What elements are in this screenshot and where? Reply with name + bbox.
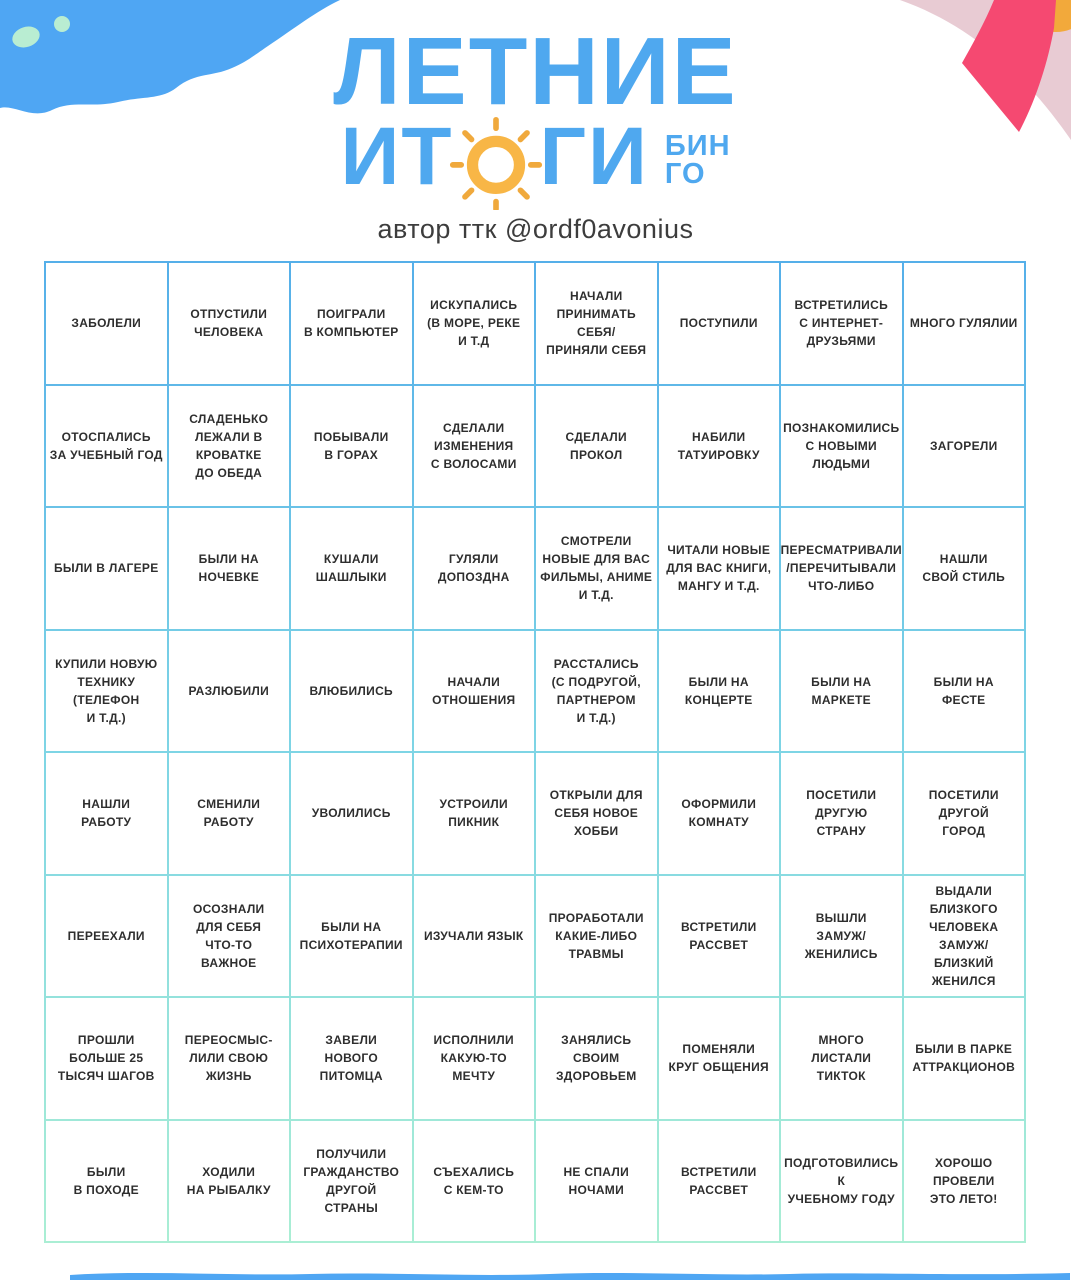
bingo-cell[interactable]: ПОЗНАКОМИЛИСЬ С НОВЫМИ ЛЮДЬМИ xyxy=(781,385,902,506)
bingo-cell[interactable]: НАБИЛИ ТАТУИРОВКУ xyxy=(658,385,779,506)
bingo-cell[interactable]: ИСКУПАЛИСЬ (В МОРЕ, РЕКЕ И Т.Д xyxy=(413,263,534,384)
bingo-cell[interactable]: МНОГО ЛИСТАЛИ ТИКТОК xyxy=(781,998,902,1119)
bingo-cell[interactable]: УВОЛИЛИСЬ xyxy=(291,753,412,874)
bingo-cell[interactable]: СМОТРЕЛИ НОВЫЕ ДЛЯ ВАС ФИЛЬМЫ, АНИМЕ И Т… xyxy=(536,508,657,629)
bingo-cell[interactable]: ПОИГРАЛИ В КОМПЬЮТЕР xyxy=(291,263,412,384)
bingo-cell[interactable]: СЛАДЕНЬКО ЛЕЖАЛИ В КРОВАТКЕ ДО ОБЕДА xyxy=(168,385,289,506)
bingo-cell[interactable]: ХОРОШО ПРОВЕЛИ ЭТО ЛЕТО! xyxy=(903,1120,1024,1241)
bingo-cell[interactable]: ВЛЮБИЛИСЬ xyxy=(291,630,412,751)
bingo-cell[interactable]: БЫЛИ В ПАРКЕ АТТРАКЦИОНОВ xyxy=(903,998,1024,1119)
bingo-cell[interactable]: ПЕРЕОСМЫС- ЛИЛИ СВОЮ ЖИЗНЬ xyxy=(168,998,289,1119)
bingo-cell[interactable]: ПЕРЕСМАТРИВАЛИ /ПЕРЕЧИТЫВАЛИ ЧТО-ЛИБО xyxy=(781,508,902,629)
bingo-cell[interactable]: НЕ СПАЛИ НОЧАМИ xyxy=(536,1120,657,1241)
bingo-cell[interactable]: НАШЛИ СВОЙ СТИЛЬ xyxy=(903,508,1024,629)
bingo-cell[interactable]: КУШАЛИ ШАШЛЫКИ xyxy=(291,508,412,629)
bingo-label: БИН ГО xyxy=(664,130,731,190)
bingo-cell[interactable]: СДЕЛАЛИ ПРОКОЛ xyxy=(536,385,657,506)
bingo-cell[interactable]: ЗАБОЛЕЛИ xyxy=(46,263,167,384)
bingo-label-bottom: ГО xyxy=(664,158,706,190)
bingo-cell[interactable]: ЗАНЯЛИСЬ СВОИМ ЗДОРОВЬЕМ xyxy=(536,998,657,1119)
bingo-label-top: БИН xyxy=(664,130,731,163)
header: ЛЕТНИЕ ИТ ГИ БИН ГО xyxy=(0,24,1071,245)
bingo-cell[interactable]: ЗАГОРЕЛИ xyxy=(903,385,1024,506)
bingo-cell[interactable]: ХОДИЛИ НА РЫБАЛКУ xyxy=(168,1120,289,1241)
bingo-cell[interactable]: ЗАВЕЛИ НОВОГО ПИТОМЦА xyxy=(291,998,412,1119)
bingo-cell[interactable]: СДЕЛАЛИ ИЗМЕНЕНИЯ С ВОЛОСАМИ xyxy=(413,385,534,506)
bingo-cell[interactable]: ВЫШЛИ ЗАМУЖ/ ЖЕНИЛИСЬ xyxy=(781,875,902,996)
bingo-cell[interactable]: СМЕНИЛИ РАБОТУ xyxy=(168,753,289,874)
author-credit: автор ттк @ordf0avonius xyxy=(377,214,694,244)
bingo-cell[interactable]: БЫЛИ НА КОНЦЕРТЕ xyxy=(658,630,779,751)
page-title-line2-right: ГИ xyxy=(539,111,649,202)
bingo-grid: ЗАБОЛЕЛИ ОТПУСТИЛИ ЧЕЛОВЕКА ПОИГРАЛИ В КОМ… xyxy=(44,261,1026,1243)
page-title-line2: ИТ ГИ БИН ГО xyxy=(0,110,1071,210)
bingo-cell[interactable]: МНОГО ГУЛЯЛИИ xyxy=(903,263,1024,384)
bingo-cell[interactable]: ОФОРМИЛИ КОМНАТУ xyxy=(658,753,779,874)
bingo-cell[interactable]: НАШЛИ РАБОТУ xyxy=(46,753,167,874)
bingo-cell[interactable]: ПОСЕТИЛИ ДРУГУЮ СТРАНУ xyxy=(781,753,902,874)
bingo-cell[interactable]: ПЕРЕЕХАЛИ xyxy=(46,875,167,996)
sun-icon xyxy=(450,116,543,210)
bingo-cell[interactable]: ОСОЗНАЛИ ДЛЯ СЕБЯ ЧТО-ТО ВАЖНОЕ xyxy=(168,875,289,996)
bingo-cell[interactable]: ЧИТАЛИ НОВЫЕ ДЛЯ ВАС КНИГИ, МАНГУ И Т.Д. xyxy=(658,508,779,629)
bingo-cell[interactable]: ПОМЕНЯЛИ КРУГ ОБЩЕНИЯ xyxy=(658,998,779,1119)
bingo-cell[interactable]: ИЗУЧАЛИ ЯЗЫК xyxy=(413,875,534,996)
bingo-cell[interactable]: ОТКРЫЛИ ДЛЯ СЕБЯ НОВОЕ ХОББИ xyxy=(536,753,657,874)
bingo-cell[interactable]: УСТРОИЛИ ПИКНИК xyxy=(413,753,534,874)
bingo-cell[interactable]: ПОБЫВАЛИ В ГОРАХ xyxy=(291,385,412,506)
bingo-cell[interactable]: ПОСТУПИЛИ xyxy=(658,263,779,384)
page-title-line2-left: ИТ xyxy=(340,111,454,202)
bingo-cell[interactable]: ВСТРЕТИЛИСЬ С ИНТЕРНЕТ- ДРУЗЬЯМИ xyxy=(781,263,902,384)
bingo-cell[interactable]: ОТОСПАЛИСЬ ЗА УЧЕБНЫЙ ГОД xyxy=(46,385,167,506)
bingo-cell[interactable]: ПРОШЛИ БОЛЬШЕ 25 ТЫСЯЧ ШАГОВ xyxy=(46,998,167,1119)
bingo-cell[interactable]: БЫЛИ НА МАРКЕТЕ xyxy=(781,630,902,751)
bingo-cell[interactable]: СЪЕХАЛИСЬ С КЕМ-ТО xyxy=(413,1120,534,1241)
bingo-cell[interactable]: ВЫДАЛИ БЛИЗКОГО ЧЕЛОВЕКА ЗАМУЖ/ БЛИЗКИЙ … xyxy=(903,875,1024,996)
bingo-cell[interactable]: НАЧАЛИ ОТНОШЕНИЯ xyxy=(413,630,534,751)
bingo-cell[interactable]: БЫЛИ НА НОЧЕВКЕ xyxy=(168,508,289,629)
bingo-cell[interactable]: ПОДГОТОВИЛИСЬ К УЧЕБНОМУ ГОДУ xyxy=(781,1120,902,1241)
bingo-cell[interactable]: РАССТАЛИСЬ (С ПОДРУГОЙ, ПАРТНЕРОМ И Т.Д.… xyxy=(536,630,657,751)
bingo-cell[interactable]: ПОСЕТИЛИ ДРУГОЙ ГОРОД xyxy=(903,753,1024,874)
bingo-cell[interactable]: БЫЛИ НА ПСИХОТЕРАПИИ xyxy=(291,875,412,996)
bingo-cell[interactable]: ПРОРАБОТАЛИ КАКИЕ-ЛИБО ТРАВМЫ xyxy=(536,875,657,996)
bingo-cell[interactable]: ИСПОЛНИЛИ КАКУЮ-ТО МЕЧТУ xyxy=(413,998,534,1119)
page-title-line1: ЛЕТНИЕ xyxy=(333,18,738,125)
bingo-cell[interactable]: ПОЛУЧИЛИ ГРАЖДАНСТВО ДРУГОЙ СТРАНЫ xyxy=(291,1120,412,1241)
bingo-cell[interactable]: БЫЛИ В ПОХОДЕ xyxy=(46,1120,167,1241)
bingo-cell[interactable]: НАЧАЛИ ПРИНИМАТЬ СЕБЯ/ ПРИНЯЛИ СЕБЯ xyxy=(536,263,657,384)
bingo-cell[interactable]: ГУЛЯЛИ ДОПОЗДНА xyxy=(413,508,534,629)
bingo-cell[interactable]: БЫЛИ НА ФЕСТЕ xyxy=(903,630,1024,751)
bingo-cell[interactable]: КУПИЛИ НОВУЮ ТЕХНИКУ (ТЕЛЕФОН И Т.Д.) xyxy=(46,630,167,751)
bottom-wave-graphic xyxy=(70,1272,1070,1280)
bingo-cell[interactable]: БЫЛИ В ЛАГЕРЕ xyxy=(46,508,167,629)
bingo-cell[interactable]: ВСТРЕТИЛИ РАССВЕТ xyxy=(658,875,779,996)
bingo-cell[interactable]: ОТПУСТИЛИ ЧЕЛОВЕКА xyxy=(168,263,289,384)
bingo-cell[interactable]: ВСТРЕТИЛИ РАССВЕТ xyxy=(658,1120,779,1241)
bingo-cell[interactable]: РАЗЛЮБИЛИ xyxy=(168,630,289,751)
